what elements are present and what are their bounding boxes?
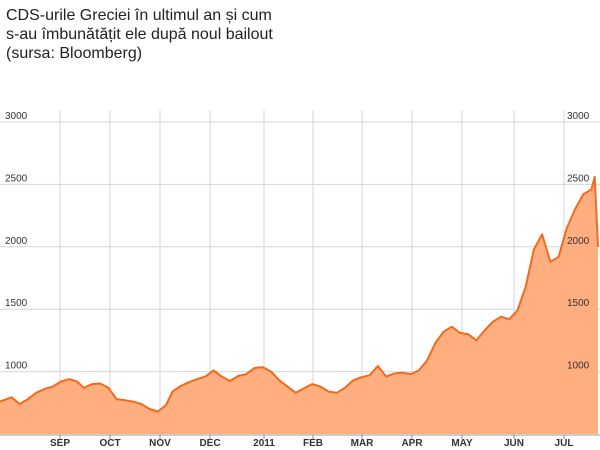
y-tick-label-right: 1500 xyxy=(567,298,590,309)
y-tick-label-left: 2500 xyxy=(5,173,28,184)
y-tick-label-left: 3000 xyxy=(5,111,28,122)
chart-title-line-1: CDS-urile Greciei în ultimul an și cum xyxy=(6,7,272,24)
x-tick-label: 2011 xyxy=(253,438,275,449)
y-tick-label-right: 2000 xyxy=(567,236,590,247)
x-tick-label: FEB xyxy=(303,438,323,449)
y-tick-label-left: 1500 xyxy=(5,298,28,309)
x-tick-label: JUL xyxy=(555,438,574,449)
x-tick-label: OCT xyxy=(99,438,120,449)
series-area-fill xyxy=(0,176,598,434)
y-tick-label-right: 3000 xyxy=(567,111,590,122)
y-tick-label-left: 2000 xyxy=(5,236,28,247)
x-tick-label: NOV xyxy=(149,438,171,449)
x-tick-label: APR xyxy=(401,438,423,449)
chart-title-line-3: (sursa: Bloomberg) xyxy=(6,45,143,62)
x-tick-label: SEP xyxy=(50,438,70,449)
chart-title: CDS-urile Greciei în ultimul an și cum s… xyxy=(6,6,336,63)
x-tick-label: DEC xyxy=(199,438,220,449)
y-tick-label-right: 2500 xyxy=(567,173,590,184)
series-line xyxy=(0,175,599,413)
axes: 3000 3000 2500 2500 2000 2000 1500 1500 1000 1000… xyxy=(0,111,600,449)
series-area xyxy=(0,175,599,434)
x-tick-label: MAR xyxy=(351,438,375,449)
x-tick-label: MAY xyxy=(451,438,473,449)
y-tick-label-left: 1000 xyxy=(5,361,28,372)
y-tick-label-right: 1000 xyxy=(567,361,590,372)
x-tick-label: JUN xyxy=(504,438,524,449)
chart-title-line-2: s-au îmbunătățit ele după noul bailout xyxy=(6,26,273,43)
